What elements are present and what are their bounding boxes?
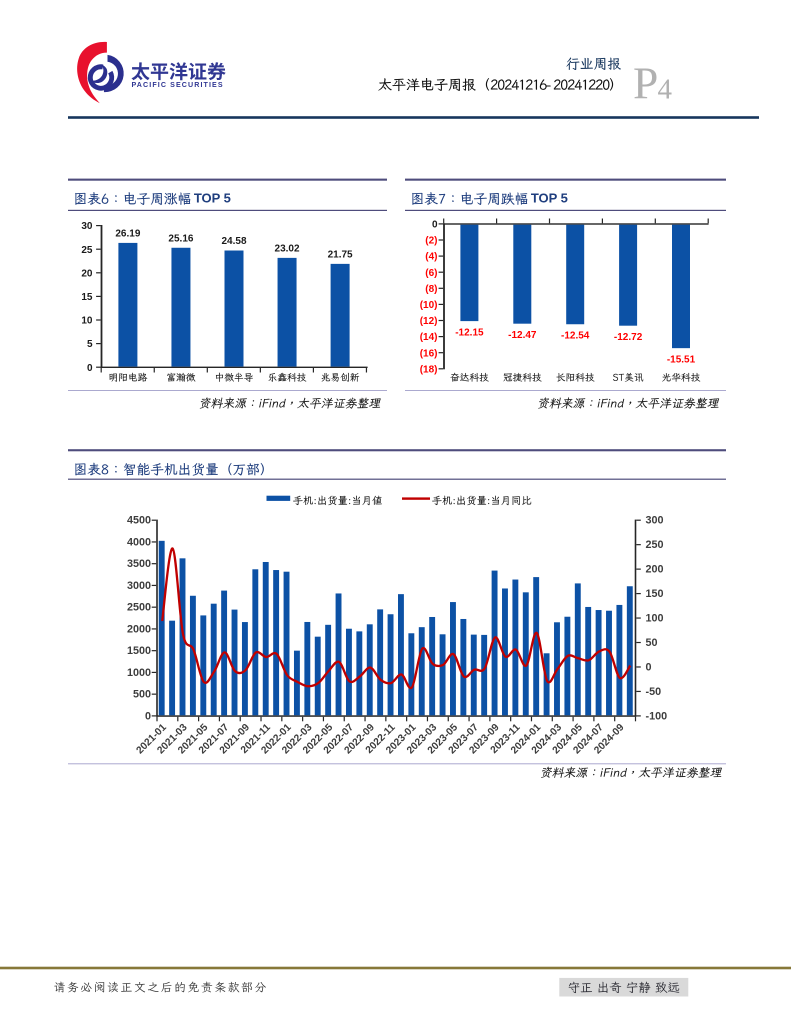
- svg-text:-12.72: -12.72: [614, 332, 643, 343]
- svg-text:1500: 1500: [127, 645, 151, 657]
- svg-text:200: 200: [646, 564, 664, 576]
- svg-text:PACIFIC SECURITIES: PACIFIC SECURITIES: [132, 81, 224, 89]
- svg-text:10: 10: [81, 316, 93, 327]
- svg-text:2500: 2500: [127, 602, 151, 614]
- svg-text:(10): (10): [420, 300, 438, 311]
- svg-text:300: 300: [646, 515, 664, 527]
- svg-text:(16): (16): [420, 348, 438, 359]
- svg-text:24.58: 24.58: [221, 236, 246, 247]
- svg-text:15: 15: [81, 292, 93, 303]
- svg-text:1000: 1000: [127, 667, 151, 679]
- svg-text:50: 50: [646, 637, 658, 649]
- svg-text:4: 4: [658, 74, 673, 106]
- svg-text:TOP 5: TOP 5: [531, 190, 568, 205]
- svg-text:-12.15: -12.15: [455, 328, 484, 339]
- svg-text:-12.54: -12.54: [561, 331, 590, 342]
- svg-text:(2): (2): [425, 236, 437, 247]
- svg-text:20: 20: [81, 268, 93, 279]
- svg-text:(6): (6): [425, 268, 437, 279]
- svg-text:(8): (8): [425, 284, 437, 295]
- svg-text:(18): (18): [420, 364, 438, 375]
- svg-text:500: 500: [133, 689, 151, 701]
- svg-text:TOP 5: TOP 5: [194, 190, 231, 205]
- svg-text:(4): (4): [425, 252, 437, 263]
- svg-text:150: 150: [646, 588, 664, 600]
- svg-text:23.02: 23.02: [275, 243, 300, 254]
- svg-text:0: 0: [646, 661, 652, 673]
- svg-text:(12): (12): [420, 316, 438, 327]
- svg-text:26.19: 26.19: [115, 228, 140, 239]
- svg-text:-50: -50: [646, 686, 662, 698]
- svg-text:5: 5: [87, 339, 93, 350]
- svg-text:2000: 2000: [127, 623, 151, 635]
- svg-text:3000: 3000: [127, 580, 151, 592]
- svg-text:30: 30: [81, 221, 93, 232]
- svg-text:250: 250: [646, 539, 664, 551]
- svg-text:(14): (14): [420, 332, 438, 343]
- svg-text:4000: 4000: [127, 536, 151, 548]
- svg-text:-100: -100: [646, 710, 668, 722]
- svg-text:25: 25: [81, 245, 93, 256]
- svg-text:25.16: 25.16: [168, 233, 193, 244]
- svg-text:0: 0: [432, 220, 438, 231]
- svg-text:3500: 3500: [127, 558, 151, 570]
- svg-text:0: 0: [87, 363, 93, 374]
- svg-text:-12.47: -12.47: [508, 330, 537, 341]
- svg-text:21.75: 21.75: [328, 249, 353, 260]
- svg-text:0: 0: [145, 710, 151, 722]
- svg-text:100: 100: [646, 612, 664, 624]
- svg-text:4500: 4500: [127, 515, 151, 527]
- svg-text:-15.51: -15.51: [667, 355, 696, 366]
- svg-text:P: P: [633, 58, 658, 109]
